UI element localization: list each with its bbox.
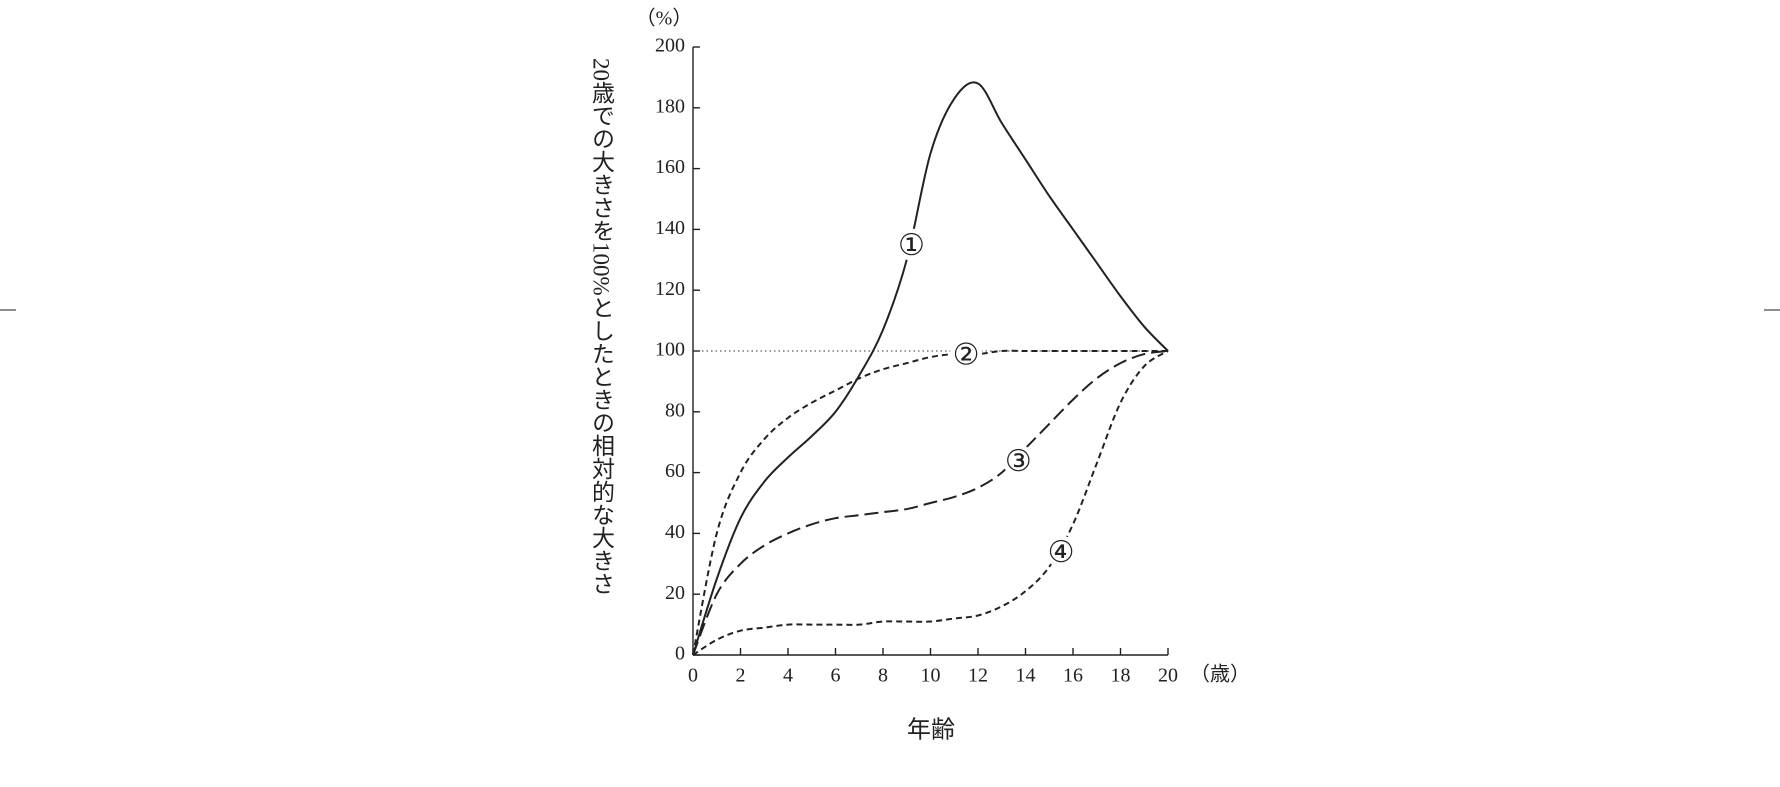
x-tick-label: 8 <box>878 665 888 687</box>
x-unit: （歳） <box>1190 663 1250 686</box>
x-tick-label: 6 <box>831 665 841 687</box>
x-tick-label: 16 <box>1063 665 1083 687</box>
y-tick-label: 180 <box>655 95 685 117</box>
x-tick-label: 0 <box>688 665 698 687</box>
y-tick-label: 80 <box>665 399 685 421</box>
y-tick-label: 200 <box>655 35 685 57</box>
y-axis-label: 20歳での大きさを100%としたときの相対的な大きさ <box>589 58 616 595</box>
series-line <box>692 349 1168 656</box>
x-tick-label: 14 <box>1016 665 1036 687</box>
x-axis-label: 年齢 <box>907 717 955 744</box>
x-tick-label: 20 <box>1158 665 1178 687</box>
series-label-bg <box>950 338 983 371</box>
y-tick-label: 140 <box>655 217 685 239</box>
series-label: ① <box>898 229 925 262</box>
series-line <box>692 350 1169 656</box>
series-label-bg <box>1002 444 1035 477</box>
series-label-bg <box>895 228 928 261</box>
y-tick-label: 120 <box>655 278 685 300</box>
series-line <box>692 81 1169 656</box>
series-label: ③ <box>1005 445 1032 478</box>
y-tick-label: 40 <box>665 521 685 543</box>
y-unit: （%） <box>636 7 693 30</box>
y-tick-label: 100 <box>655 339 685 361</box>
x-tick-label: 10 <box>921 665 941 687</box>
x-tick-label: 4 <box>783 665 793 687</box>
x-tick-label: 18 <box>1111 665 1131 687</box>
x-tick-label: 12 <box>968 665 988 687</box>
series-label-bg <box>1045 535 1078 568</box>
y-tick-label: 60 <box>665 460 685 482</box>
y-tick-label: 20 <box>665 582 685 604</box>
y-tick-label: 160 <box>655 156 685 178</box>
x-tick-label: 2 <box>736 665 746 687</box>
y-tick-label: 0 <box>675 643 685 665</box>
series-line <box>692 350 1169 656</box>
series-label: ④ <box>1048 536 1075 569</box>
series-label: ② <box>953 339 980 372</box>
